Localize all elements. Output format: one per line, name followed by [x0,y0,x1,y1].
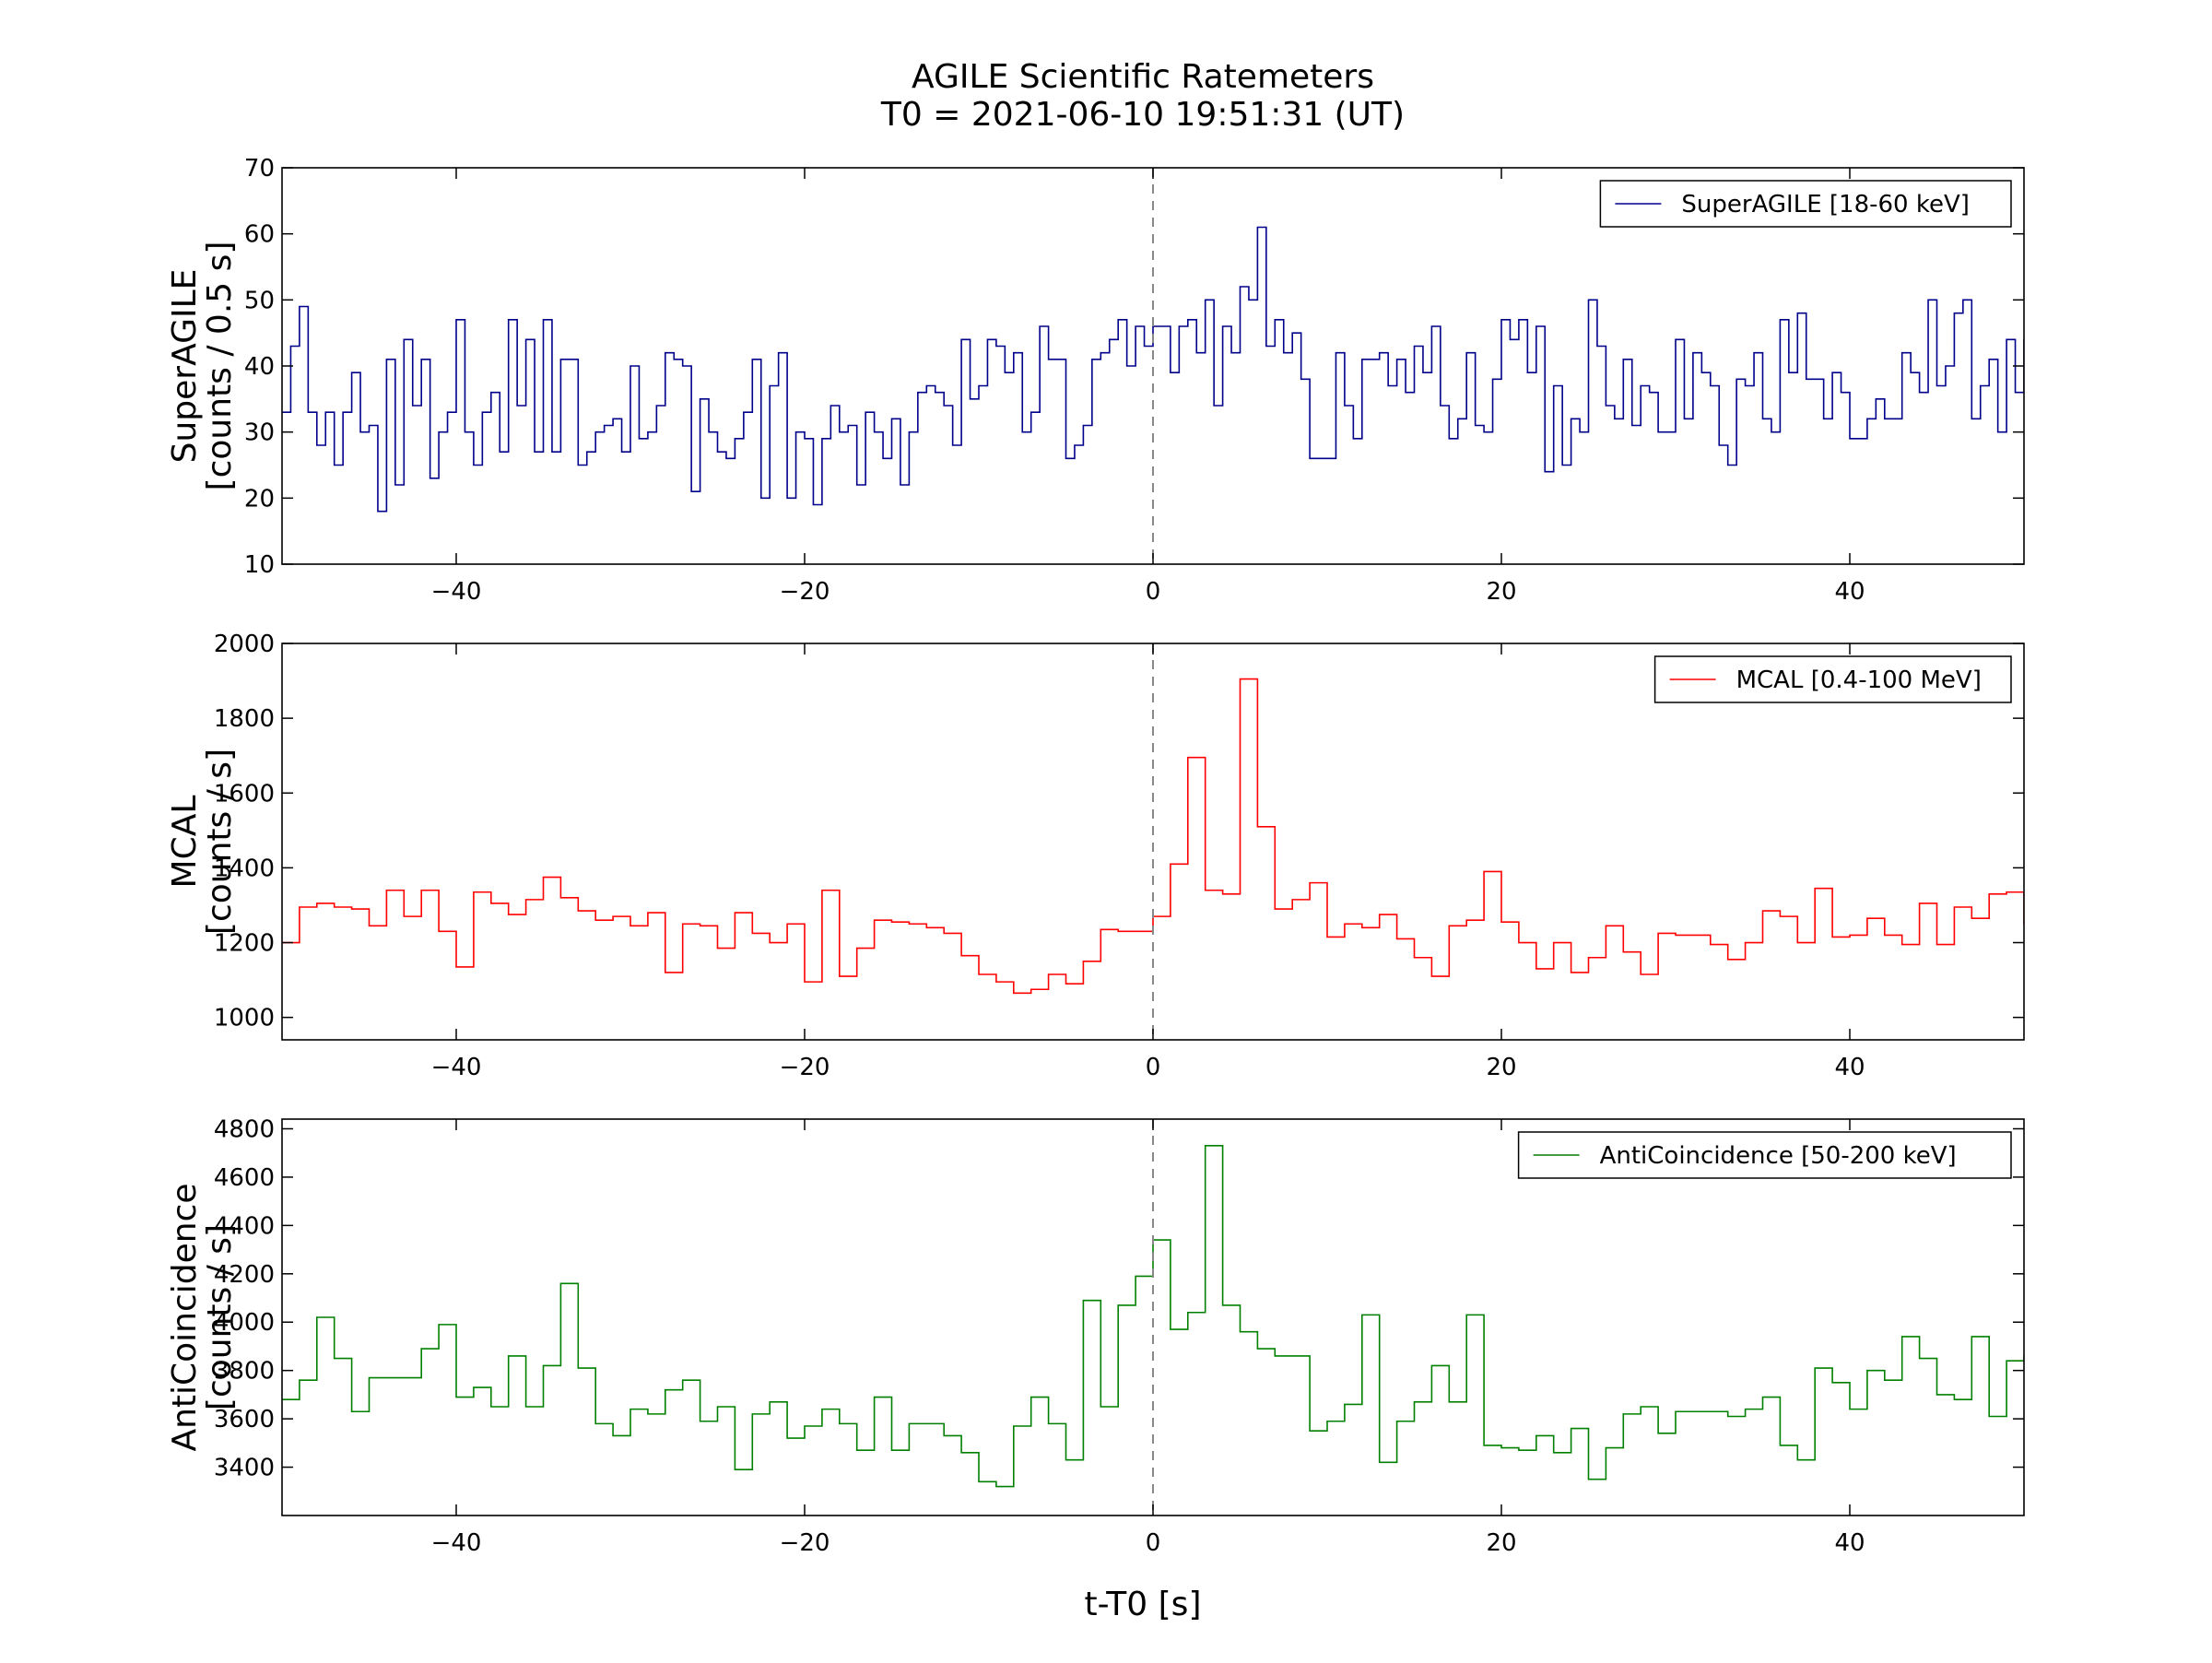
panel-2: −40 −20 0 20 40 1000 1200 1400 1600 1800 2000 MCAL[… [166,631,2025,1081]
y-tick-label: 4400 [214,1212,275,1240]
x-tick-label: −40 [431,1529,482,1557]
y-axis-label-units: [counts / s] [201,749,239,935]
panels: −40 −20 0 20 4010203040506070SuperAGILE[coun… [166,155,2025,1557]
y-tick-label: 4000 [214,1309,275,1337]
y-tick-label: 50 [244,287,275,314]
panel-1: −40 −20 0 20 40 10 20 30 40 50 60 70 SuperAGILE[coun… [166,155,2025,606]
y-tick-label: 3600 [214,1406,275,1433]
y-tick-label: 3800 [214,1358,275,1386]
x-tick-label: 20 [1486,1054,1516,1081]
legend-box [1517,1131,2012,1179]
y-tick-label: 2000 [214,631,275,658]
series-line-2-1 [282,678,2024,995]
legend: AntiCoincidence [50-200 keV] [1517,1131,2012,1179]
y-tick-label: 10 [244,551,275,579]
y-axis-label: MCAL [166,796,204,889]
y-axis-label: SuperAGILE [166,269,204,464]
figure-title-line2: T0 = 2021-06-10 19:51:31 (UT) [880,96,1405,134]
x-tick-label: 0 [1146,1529,1161,1557]
y-tick-label: 40 [244,353,275,381]
legend-label: SuperAGILE [18-60 keV] [1681,191,1970,218]
y-tick-label: 1200 [214,930,275,958]
x-tick-label: 0 [1146,578,1161,606]
legend-label: AntiCoincidence [50-200 keV] [1600,1142,1957,1170]
y-tick-label: 1000 [214,1005,275,1032]
series-line-1-1 [282,226,2024,513]
y-tick-label: 30 [244,419,275,447]
legend-box [1599,180,2012,228]
x-tick-label: 40 [1834,1054,1865,1081]
x-tick-label: −20 [780,578,830,606]
y-tick-label: 4200 [214,1261,275,1289]
y-tick-label: 20 [244,485,275,513]
figure-title-line1: AGILE Scientific Ratemeters [912,58,1374,96]
y-tick-label: 70 [244,155,275,183]
y-tick-label: 3400 [214,1455,275,1482]
panel-3: −40 −20 0 20 40 3400 3600 3800 4000 4200 4400 4600 4… [166,1115,2025,1557]
legend: MCAL [0.4-100 MeV] [1653,655,2012,703]
y-axis-label-units: [counts / 0.5 s] [201,242,239,491]
legend-label: MCAL [0.4-100 MeV] [1736,666,1982,694]
x-tick-label: −40 [431,578,482,606]
y-tick-label: 1800 [214,705,275,733]
x-tick-label: 20 [1486,1529,1516,1557]
y-tick-label: 60 [244,221,275,249]
legend: SuperAGILE [18-60 keV] [1599,180,2012,228]
y-tick-label: 1600 [214,780,275,808]
y-tick-label: 1400 [214,855,275,882]
y-tick-label: 4800 [214,1115,275,1143]
x-tick-label: 40 [1834,578,1865,606]
x-axis-label: t-T0 [s] [1085,1586,1202,1623]
x-tick-label: 0 [1146,1054,1161,1081]
y-axis-label: AntiCoincidence [166,1183,204,1451]
x-tick-label: 40 [1834,1529,1865,1557]
x-tick-label: −20 [780,1054,830,1081]
y-tick-label: 4600 [214,1164,275,1192]
x-tick-label: −40 [431,1054,482,1081]
series-line-3-1 [282,1145,2024,1488]
x-tick-label: −20 [780,1529,830,1557]
y-axis-label-units: [counts / s] [201,1224,239,1410]
x-tick-label: 20 [1486,578,1516,606]
